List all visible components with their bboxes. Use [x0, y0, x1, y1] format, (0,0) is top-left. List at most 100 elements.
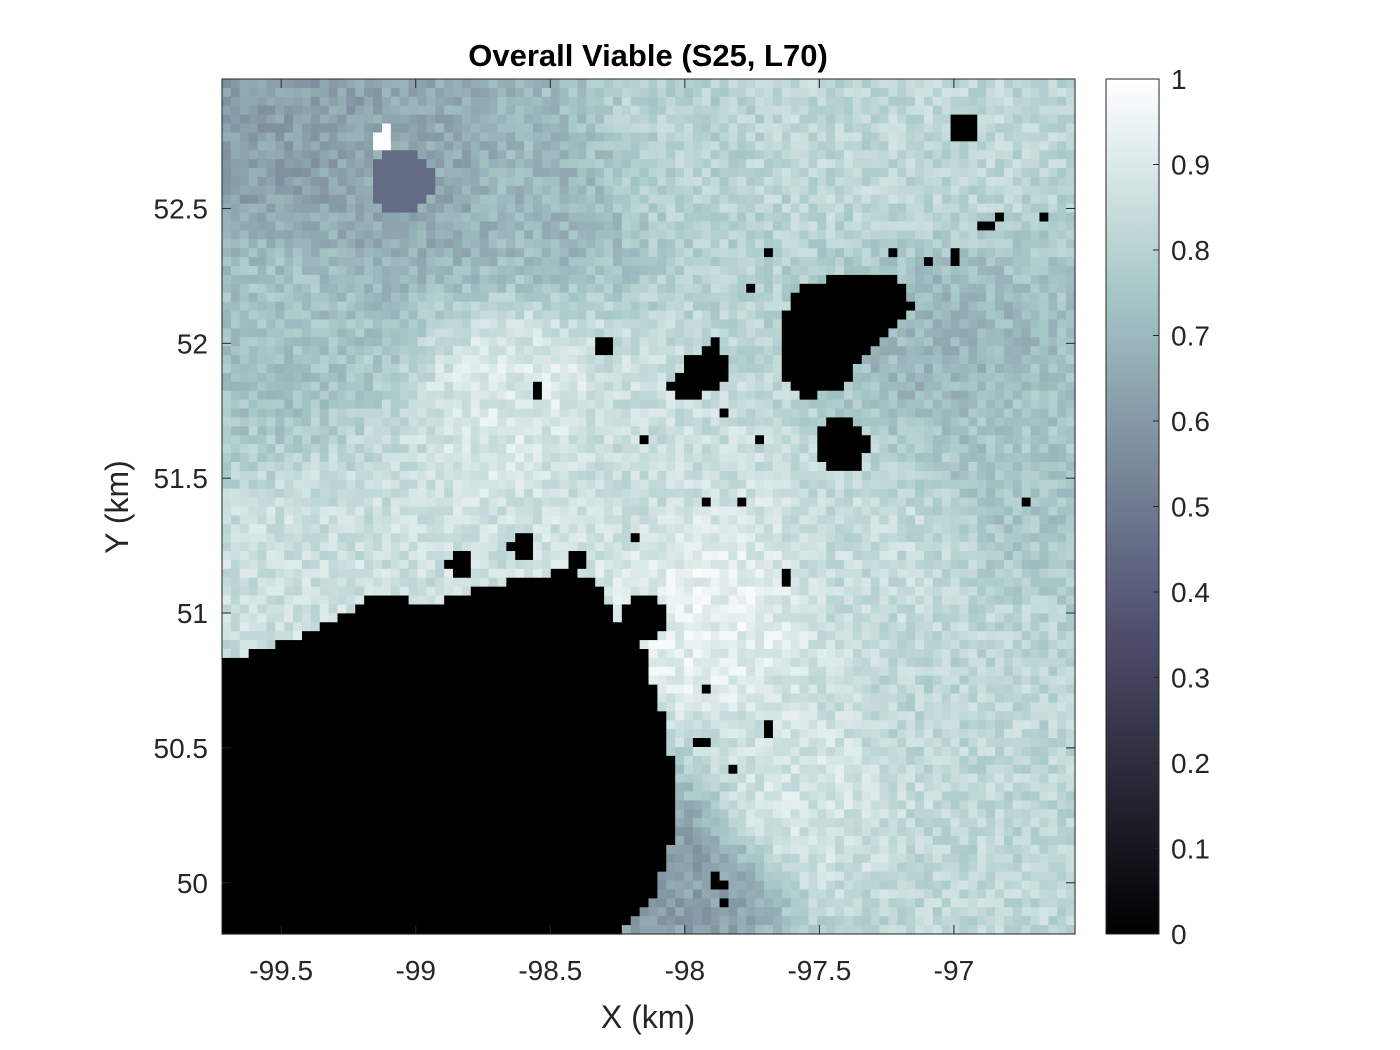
heatmap-cell — [790, 488, 801, 499]
heatmap-cell — [755, 319, 765, 329]
heatmap-cell — [995, 221, 1005, 232]
heatmap-cell — [861, 105, 872, 116]
heatmap-cell — [559, 292, 570, 303]
heatmap-cell — [1048, 266, 1058, 276]
heatmap-cell — [266, 132, 276, 142]
heatmap-cell — [284, 310, 294, 321]
heatmap-cell — [1066, 132, 1076, 142]
heatmap-cell — [497, 301, 507, 312]
heatmap-cell — [497, 470, 507, 481]
heatmap-cell — [266, 479, 276, 490]
heatmap-cell — [257, 453, 268, 463]
heatmap-cell — [737, 257, 747, 267]
heatmap-cell — [1048, 533, 1058, 543]
heatmap-cell — [995, 435, 1005, 445]
heatmap-cell — [915, 488, 925, 499]
heatmap-cell — [444, 479, 454, 490]
heatmap-cell — [728, 399, 738, 410]
heatmap-cell — [906, 185, 916, 196]
heatmap-cell — [852, 212, 863, 223]
heatmap-cell — [692, 266, 703, 276]
heatmap-cell — [399, 533, 410, 543]
heatmap-cell — [435, 399, 445, 410]
heatmap-cell — [897, 283, 907, 294]
heatmap-cell — [506, 328, 516, 338]
heatmap-cell — [559, 319, 570, 329]
heatmap-cell — [293, 470, 303, 481]
heatmap-cell — [230, 194, 241, 205]
heatmap-cell — [248, 87, 259, 98]
heatmap-cell — [1003, 310, 1014, 321]
heatmap-cell — [222, 114, 232, 125]
heatmap-cell — [550, 364, 561, 374]
heatmap-cell — [630, 364, 641, 374]
heatmap-cell — [888, 79, 898, 89]
heatmap-cell — [986, 159, 996, 169]
heatmap-cell — [710, 168, 721, 178]
heatmap-cell — [692, 301, 703, 312]
heatmap-cell — [239, 132, 250, 142]
heatmap-cell — [435, 497, 445, 508]
heatmap-cell — [1021, 435, 1032, 445]
heatmap-cell — [479, 346, 490, 356]
heatmap-cell — [248, 533, 259, 543]
heatmap-cell — [915, 470, 925, 481]
heatmap-cell — [301, 257, 312, 267]
heatmap-cell — [861, 319, 872, 329]
heatmap-cell — [239, 355, 250, 365]
heatmap-cell — [852, 453, 863, 463]
heatmap-cell — [843, 506, 854, 517]
heatmap-cell — [941, 132, 952, 142]
heatmap-cell — [737, 132, 747, 142]
heatmap-cell — [612, 319, 623, 329]
heatmap-cell — [684, 141, 694, 151]
heatmap-cell — [293, 159, 303, 169]
heatmap-cell — [612, 399, 623, 410]
heatmap-cell — [284, 408, 294, 419]
heatmap-cell — [257, 266, 268, 276]
heatmap-cell — [595, 185, 605, 196]
heatmap-cell — [843, 328, 854, 338]
heatmap-cell — [923, 212, 934, 223]
heatmap-cell — [284, 221, 294, 232]
heatmap-cell — [639, 266, 650, 276]
heatmap-cell — [968, 399, 978, 410]
heatmap-cell — [968, 461, 978, 472]
heatmap-cell — [648, 176, 658, 187]
heatmap-cell — [230, 159, 241, 169]
heatmap-cell — [861, 168, 872, 178]
heatmap-cell — [666, 408, 676, 419]
heatmap-cell — [390, 114, 401, 125]
heatmap-cell — [222, 132, 232, 142]
heatmap-cell — [817, 533, 827, 543]
heatmap-cell — [1012, 461, 1023, 472]
heatmap-cell — [959, 444, 969, 454]
heatmap-cell — [1057, 399, 1067, 410]
heatmap-cell — [986, 168, 996, 178]
heatmap-cell — [977, 132, 987, 142]
heatmap-cell — [364, 87, 374, 98]
heatmap-cell — [986, 274, 996, 285]
heatmap-cell — [586, 470, 596, 481]
heatmap-cell — [684, 337, 694, 347]
heatmap-cell — [684, 319, 694, 329]
heatmap-cell — [1012, 524, 1023, 534]
heatmap-cell — [604, 141, 614, 151]
heatmap-cell — [1021, 168, 1032, 178]
heatmap-cell — [532, 283, 543, 294]
heatmap-cell — [772, 266, 783, 276]
heatmap-cell — [692, 212, 703, 223]
heatmap-cell — [577, 159, 587, 169]
heatmap-cell — [684, 310, 694, 321]
heatmap-cell — [346, 87, 356, 98]
heatmap-cell — [577, 506, 587, 517]
heatmap-cell — [257, 292, 268, 303]
heatmap-cell — [648, 266, 658, 276]
heatmap-cell — [657, 506, 667, 517]
heatmap-cell — [435, 176, 445, 187]
heatmap-cell — [897, 79, 907, 89]
heatmap-cell — [586, 79, 596, 89]
heatmap-cell — [843, 257, 854, 267]
heatmap-cell — [923, 310, 934, 321]
heatmap-cell — [381, 435, 392, 445]
